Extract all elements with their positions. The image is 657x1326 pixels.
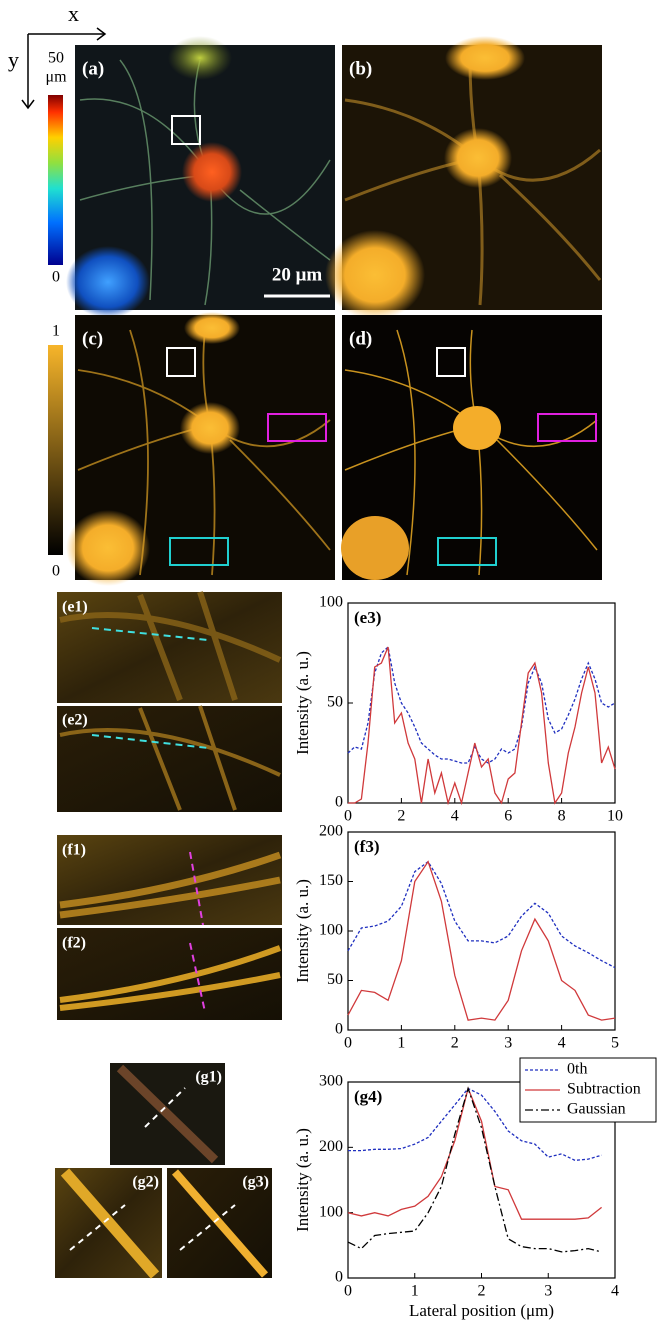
y-tick-label: 100 (319, 1203, 343, 1220)
y-tick-label: 150 (319, 872, 343, 889)
y-axis-label: Intensity (a. u.) (293, 651, 312, 755)
x-tick-label: 3 (544, 1283, 552, 1300)
panel-label: (f2) (62, 935, 86, 952)
series-line (348, 647, 615, 763)
panel-label: (e2) (62, 712, 88, 729)
y-tick-label: 0 (335, 794, 343, 811)
page: x y 50 μm 0 1 0 20 μm (0, 0, 657, 1326)
panel-label: (d) (349, 328, 372, 349)
x-axis-label: Lateral position (μm) (409, 1301, 554, 1320)
x-tick-label: 10 (607, 808, 623, 825)
x-tick-label: 2 (478, 1283, 486, 1300)
x-tick-label: 4 (451, 808, 459, 825)
colorbar-bottom-label: 0 (52, 563, 60, 580)
legend-label: Subtraction (567, 1081, 641, 1098)
x-tick-label: 0 (344, 1035, 352, 1052)
series-line (348, 647, 615, 803)
panel-label: (g4) (354, 1087, 382, 1106)
y-tick-label: 200 (319, 823, 343, 840)
x-tick-label: 4 (611, 1283, 619, 1300)
y-tick-label: 50 (327, 694, 343, 711)
panel-label: (b) (349, 58, 372, 79)
y-tick-label: 50 (327, 971, 343, 988)
series-line (348, 862, 615, 968)
colorbar-unit: μm (45, 69, 67, 86)
y-axis-label: Intensity (a. u.) (293, 1128, 312, 1232)
x-tick-label: 6 (504, 808, 512, 825)
intensity-colorbar (48, 345, 63, 555)
y-tick-label: 0 (335, 1021, 343, 1038)
x-tick-label: 4 (558, 1035, 566, 1052)
panel-label: (e1) (62, 599, 88, 616)
y-tick-label: 0 (335, 1269, 343, 1286)
panel-label: (g2) (132, 1174, 159, 1191)
x-tick-label: 5 (611, 1035, 619, 1052)
colorbar-bottom-label: 0 (52, 269, 60, 286)
image-c (66, 312, 335, 586)
figure: x y 50 μm 0 1 0 20 μm (0, 0, 657, 1326)
image-d (341, 315, 602, 580)
panel-label: (c) (82, 328, 103, 349)
x-tick-label: 2 (451, 1035, 459, 1052)
colorbar-top-label: 1 (52, 323, 60, 340)
legend-label: Gaussian (567, 1101, 626, 1118)
depth-colorbar (48, 95, 63, 265)
x-tick-label: 1 (397, 1035, 405, 1052)
x-tick-label: 2 (397, 808, 405, 825)
y-tick-label: 300 (319, 1073, 343, 1090)
panel-label: (f1) (62, 842, 86, 859)
panel-label: (f3) (354, 837, 379, 856)
colorbar-top-label: 50 (48, 50, 64, 67)
axis-y-label: y (8, 47, 19, 72)
plot-frame (348, 603, 615, 803)
x-tick-label: 3 (504, 1035, 512, 1052)
x-tick-label: 8 (558, 808, 566, 825)
x-tick-label: 0 (344, 1283, 352, 1300)
x-tick-label: 1 (411, 1283, 419, 1300)
x-tick-label: 0 (344, 808, 352, 825)
legend-label: 0th (567, 1061, 587, 1078)
y-tick-label: 100 (319, 594, 343, 611)
axis-x-label: x (68, 1, 79, 26)
y-tick-label: 100 (319, 922, 343, 939)
scale-bar-label: 20 μm (272, 264, 323, 285)
y-tick-label: 200 (319, 1138, 343, 1155)
panel-label: (a) (82, 58, 104, 79)
y-axis-label: Intensity (a. u.) (293, 879, 312, 983)
panel-label: (e3) (354, 608, 381, 627)
panel-label: (g3) (242, 1174, 269, 1191)
panel-label: (g1) (195, 1069, 222, 1086)
